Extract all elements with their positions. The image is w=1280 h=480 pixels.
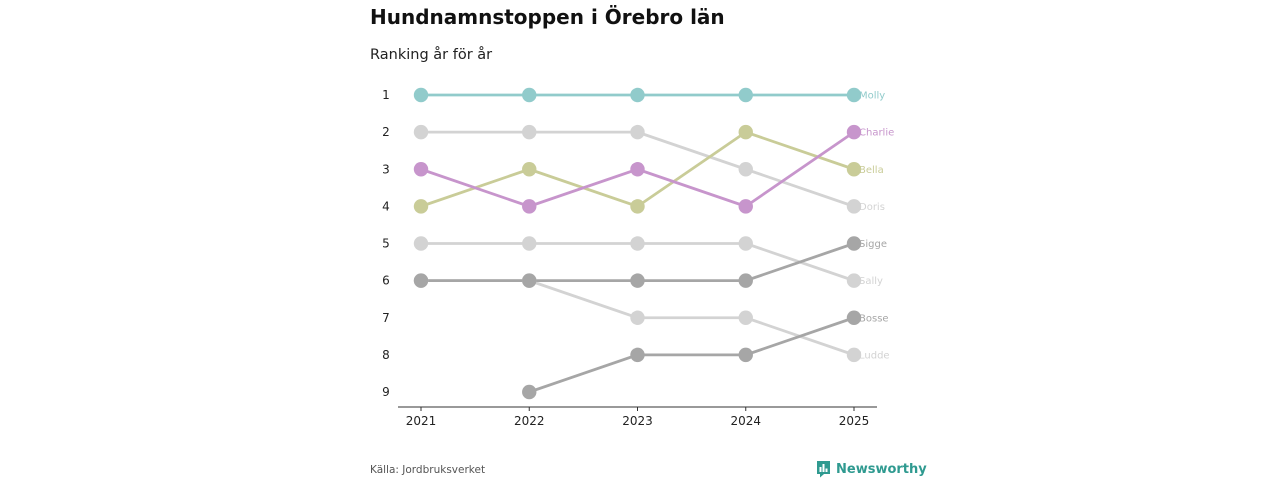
- point-molly-2021: [413, 87, 429, 103]
- brand-logo: Newsworthy: [816, 460, 927, 478]
- chart-subtitle: Ranking år för år: [370, 47, 493, 63]
- point-sigge-2024: [738, 273, 753, 288]
- y-tick-label-2: 2: [382, 125, 390, 139]
- x-axis-ticks: 2021 2022 2023 2024 2025: [406, 407, 870, 428]
- end-label-doris: Doris: [859, 202, 885, 213]
- chart-title: Hundnamnstoppen i Örebro län: [370, 5, 725, 29]
- point-doris-2021: [413, 124, 429, 140]
- y-tick-label-8: 8: [382, 348, 390, 362]
- point-molly-2023: [630, 87, 645, 103]
- point-bosse-2023: [630, 347, 645, 363]
- point-bella-2022: [522, 162, 537, 177]
- end-label-bella: Bella: [859, 165, 884, 176]
- source-note: Källa: Jordbruksverket: [370, 464, 486, 476]
- point-charlie-2021: [413, 162, 429, 177]
- point-ludde-2025: [846, 347, 862, 363]
- y-tick-label-5: 5: [382, 237, 390, 251]
- point-sigge-2021: [413, 273, 429, 288]
- point-doris-2024: [738, 162, 753, 177]
- x-tick-label-2023: 2023: [622, 414, 653, 428]
- x-tick-label-2025: 2025: [839, 414, 870, 428]
- point-molly-2022: [522, 87, 537, 103]
- point-bella-2023: [630, 199, 645, 214]
- point-bosse-2025: [846, 310, 862, 325]
- point-sally-2023: [630, 236, 645, 251]
- point-charlie-2022: [522, 199, 537, 214]
- point-ludde-2023: [630, 310, 645, 325]
- point-bella-2025: [846, 162, 862, 177]
- end-label-molly: Molly: [859, 91, 885, 102]
- end-label-sigge: Sigge: [859, 239, 887, 250]
- point-sally-2021: [413, 236, 429, 251]
- series-points: [413, 87, 862, 400]
- point-doris-2023: [630, 124, 645, 140]
- end-label-ludde: Ludde: [859, 350, 890, 361]
- x-tick-label-2024: 2024: [730, 414, 761, 428]
- y-tick-label-7: 7: [382, 311, 390, 325]
- end-label-bosse: Bosse: [859, 313, 889, 324]
- point-sigge-2022: [522, 273, 537, 288]
- end-label-charlie: Charlie: [859, 128, 894, 139]
- point-molly-2025: [846, 87, 862, 103]
- end-label-sally: Sally: [859, 276, 883, 287]
- point-sally-2024: [738, 236, 753, 251]
- point-bella-2021: [413, 199, 429, 214]
- point-doris-2022: [522, 124, 537, 140]
- series-end-labels: Ludde Sally Doris Bosse Sigge Bella Charlie Mol…: [859, 91, 894, 362]
- point-bosse-2022: [522, 384, 537, 400]
- brand-name: Newsworthy: [836, 461, 927, 477]
- point-molly-2024: [738, 87, 753, 103]
- newsworthy-logo-icon: [817, 461, 830, 478]
- y-tick-label-4: 4: [382, 199, 390, 213]
- x-tick-label-2022: 2022: [514, 414, 545, 428]
- y-axis-ticks: 1 2 3 4 5 6 7 8 9: [382, 88, 390, 399]
- point-charlie-2023: [630, 162, 645, 177]
- point-sally-2025: [846, 273, 862, 288]
- point-sally-2022: [522, 236, 537, 251]
- series-line-bosse: [527, 316, 856, 394]
- point-doris-2025: [846, 199, 862, 214]
- y-tick-label-1: 1: [382, 88, 390, 102]
- point-ludde-2024: [738, 310, 753, 325]
- x-tick-label-2021: 2021: [406, 414, 437, 428]
- point-charlie-2024: [738, 199, 753, 214]
- point-charlie-2025: [846, 124, 862, 140]
- point-sigge-2023: [630, 273, 645, 288]
- point-bella-2024: [738, 124, 753, 140]
- point-sigge-2025: [846, 236, 862, 251]
- y-tick-label-9: 9: [382, 385, 390, 399]
- y-tick-label-3: 3: [382, 162, 390, 176]
- point-bosse-2024: [738, 347, 753, 363]
- y-tick-label-6: 6: [382, 274, 390, 288]
